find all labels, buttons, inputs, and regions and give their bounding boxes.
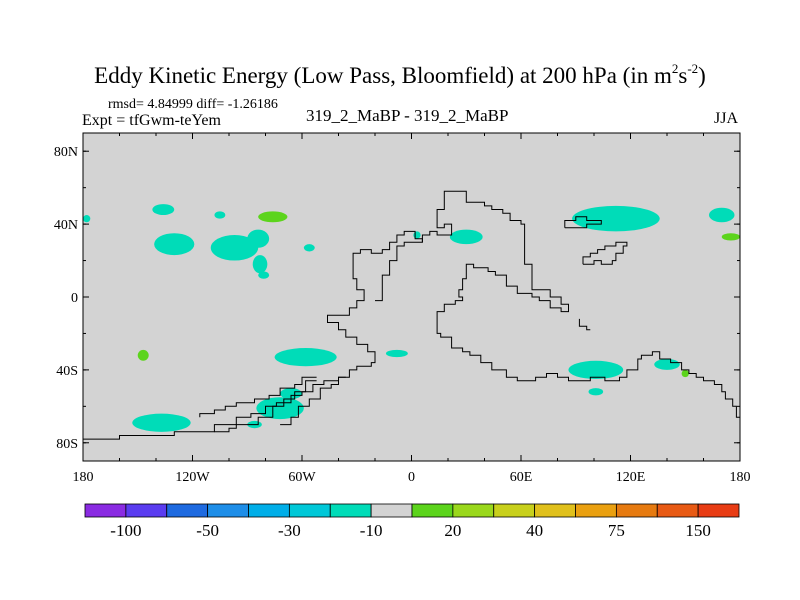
contour-region xyxy=(413,231,421,239)
chart-title: Eddy Kinetic Energy (Low Pass, Bloomfiel… xyxy=(94,61,706,88)
y-tick-label: 80N xyxy=(54,145,78,160)
contour-region xyxy=(280,388,302,400)
contour-region xyxy=(654,358,680,370)
contour-region xyxy=(708,207,735,223)
map-background xyxy=(83,133,740,461)
colorbar-label: -30 xyxy=(278,521,301,540)
colorbar-swatch xyxy=(615,503,658,518)
contour-region xyxy=(681,369,689,378)
stats-text: rmsd= 4.84999 diff= -1.26186 xyxy=(108,97,278,112)
colorbar-label: -100 xyxy=(110,521,141,540)
contour-region xyxy=(152,204,175,216)
contour-region xyxy=(572,205,660,232)
colorbar-swatch xyxy=(125,503,168,518)
coastlines xyxy=(83,190,740,440)
coastline-segment xyxy=(582,241,628,265)
contour-region xyxy=(385,349,408,358)
contour-region xyxy=(256,397,304,420)
colorbar-swatch xyxy=(534,503,576,518)
colorbar-label: 40 xyxy=(526,521,543,540)
x-tick-label: 120W xyxy=(175,470,210,485)
contour-region xyxy=(588,388,604,396)
colorbar-swatch xyxy=(697,503,740,518)
contour-region xyxy=(210,235,259,261)
colorbar-swatch xyxy=(575,503,617,518)
coastline-segment xyxy=(280,376,346,426)
colorbar: -100 -50 -30 -10 20 40 75 150 xyxy=(84,503,740,540)
colorbar-swatch xyxy=(656,503,699,518)
coastline-segment xyxy=(578,318,591,331)
colorbar-label: 20 xyxy=(444,521,461,540)
coastline-segment xyxy=(564,216,602,229)
x-tick-label: 0 xyxy=(408,470,415,485)
axis-ticks: 180 120W 60W 0 60E 120E 180 80N 40N 0 40S 80S xyxy=(54,133,751,485)
y-tick-label: 40S xyxy=(56,364,78,379)
y-tick-label: 0 xyxy=(71,291,78,306)
contour-region xyxy=(449,229,483,245)
contour-region xyxy=(154,233,195,256)
colorbar-label: 150 xyxy=(685,521,711,540)
colorbar-swatch xyxy=(452,503,495,518)
colorbar-label: -50 xyxy=(196,521,219,540)
contour-region xyxy=(568,360,624,379)
contour-region xyxy=(303,244,315,252)
x-tick-label: 60E xyxy=(510,470,533,485)
contour-region xyxy=(214,211,226,219)
colorbar-swatch xyxy=(288,503,331,518)
x-tick-label: 60W xyxy=(288,470,316,485)
contour-region xyxy=(137,349,149,361)
season-label: JJA xyxy=(714,110,739,127)
comparison-subtitle: 319_2_MaBP - 319_2_MaBP xyxy=(306,106,509,125)
colorbar-label: 75 xyxy=(608,521,625,540)
contour-region xyxy=(132,413,191,432)
x-tick-label: 180 xyxy=(73,470,94,485)
coastline-segment xyxy=(199,376,317,418)
colorbar-swatch xyxy=(166,503,209,518)
contour-region xyxy=(721,233,740,241)
colorbar-swatch xyxy=(411,503,454,518)
colorbar-swatch xyxy=(370,503,413,518)
colorbar-swatch xyxy=(248,503,290,518)
coastline-segment xyxy=(214,380,317,433)
contour-region xyxy=(247,229,270,248)
contour-region xyxy=(83,215,91,223)
x-tick-label: 180 xyxy=(730,470,751,485)
energy-contours xyxy=(83,204,740,432)
contour-region xyxy=(274,348,337,367)
experiment-label: Expt = tfGwm-teYem xyxy=(82,112,221,129)
y-tick-label: 80S xyxy=(56,437,78,452)
colorbar-swatch xyxy=(207,503,249,518)
x-tick-label: 120E xyxy=(616,470,646,485)
coastline-segment xyxy=(375,190,740,418)
contour-region xyxy=(258,271,270,279)
coastline-segment xyxy=(83,230,423,440)
colorbar-label: -10 xyxy=(360,521,383,540)
colorbar-swatch xyxy=(84,503,127,518)
colorbar-swatch xyxy=(493,503,536,518)
y-tick-label: 40N xyxy=(54,218,78,233)
contour-region xyxy=(252,255,268,274)
colorbar-swatch xyxy=(329,503,372,518)
contour-region xyxy=(258,211,288,223)
